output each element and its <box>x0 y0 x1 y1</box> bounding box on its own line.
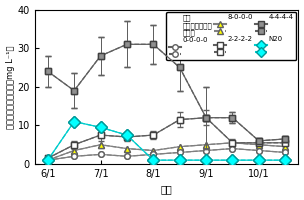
Legend: 区名, アンモニウム態, 有機態, 0-0-0-0, , , 8-0-0-0, , , 2-2-2-2, , , 4-4-4-4, , , N20, , : 区名, アンモニウム態, 有機態, 0-0-0-0, , , 8-0-0-0, … <box>166 12 296 60</box>
X-axis label: 月日: 月日 <box>161 184 172 194</box>
Y-axis label: 土壌溶液の窒素濃度（mg L⁻¹）: 土壌溶液の窒素濃度（mg L⁻¹） <box>5 45 15 129</box>
